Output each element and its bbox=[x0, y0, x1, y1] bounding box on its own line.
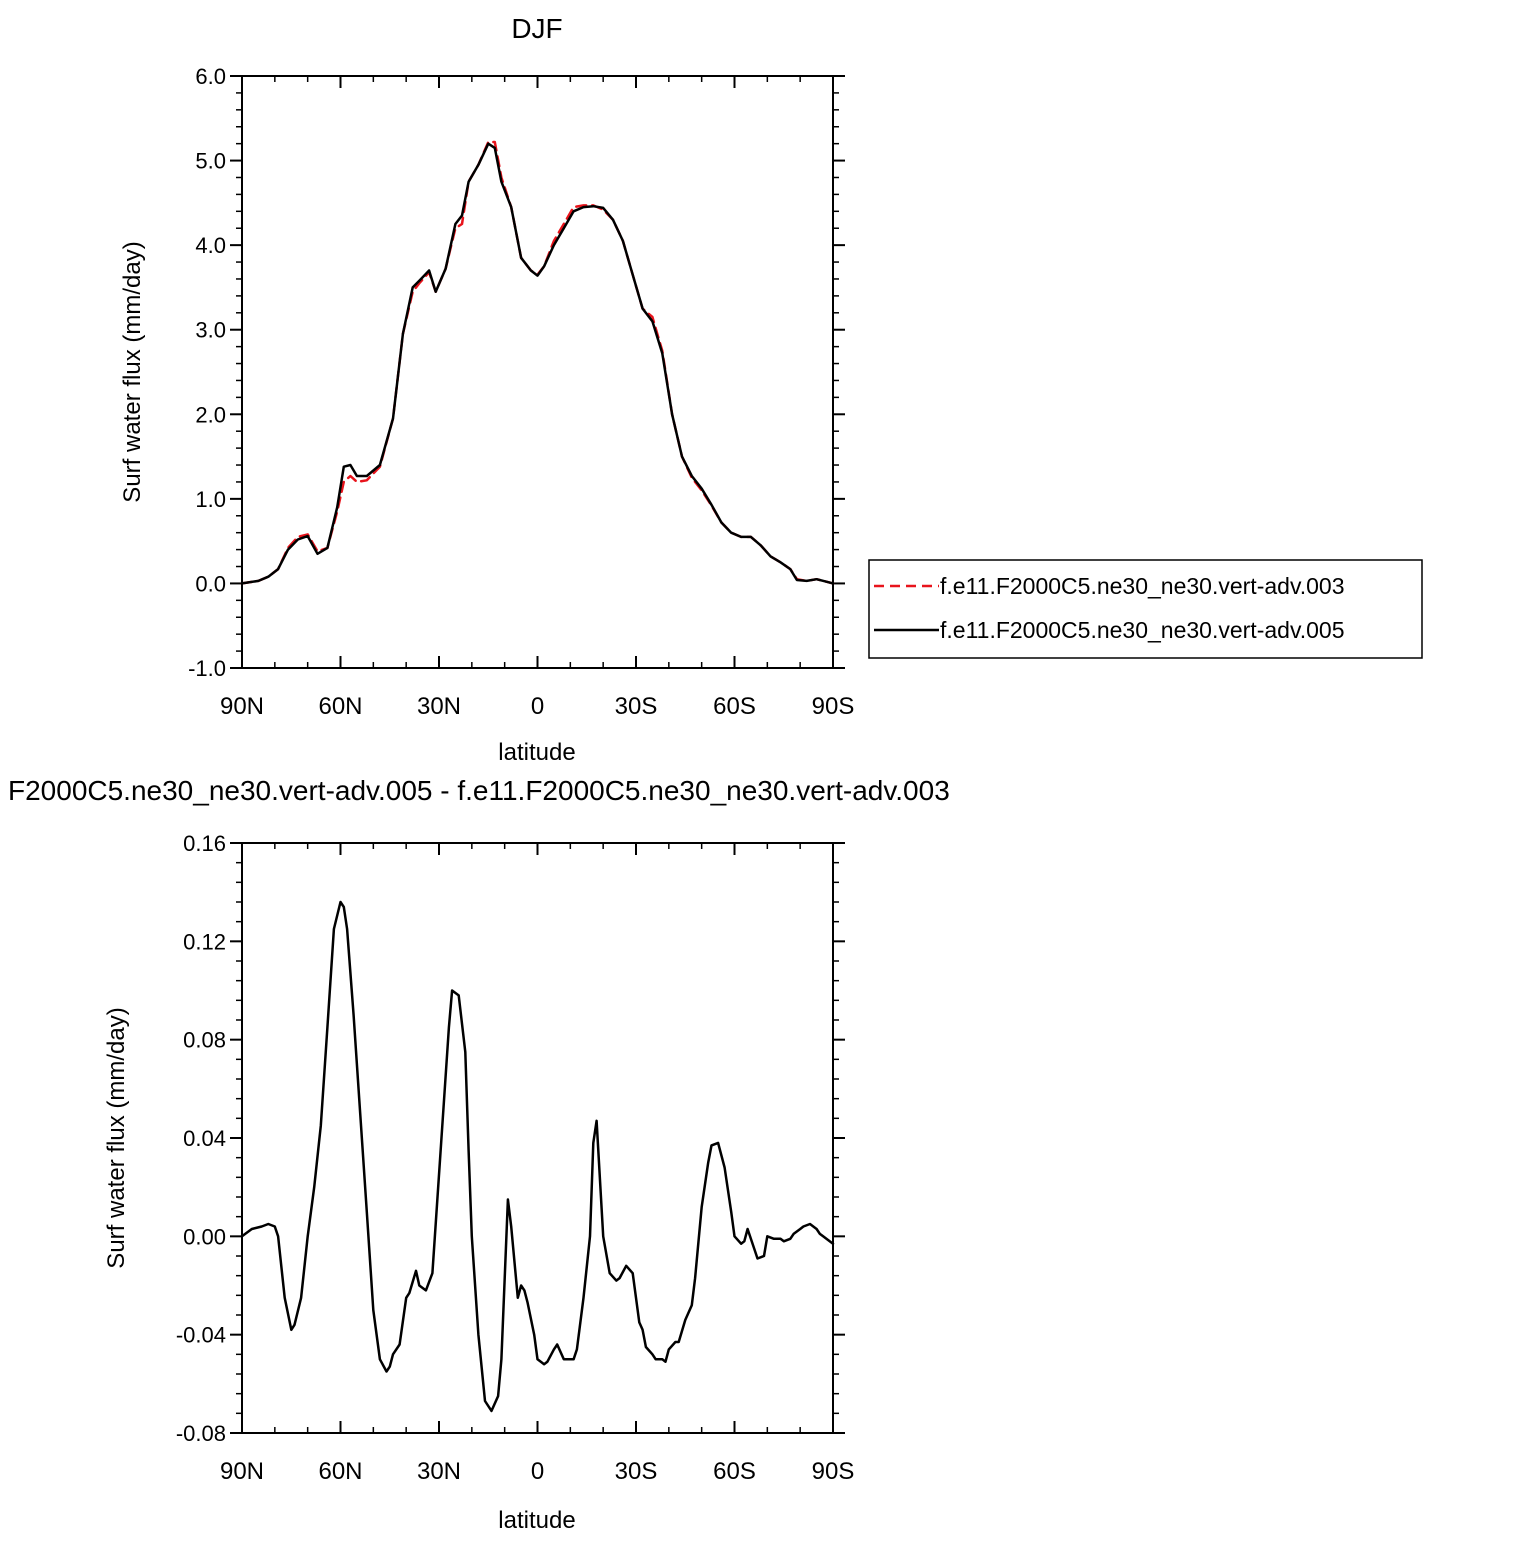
top-plot-frame bbox=[241, 75, 834, 669]
legend: f.e11.F2000C5.ne30_ne30.vert-adv.003 f.e… bbox=[868, 559, 1423, 659]
bottom-series-group bbox=[240, 900, 835, 1413]
y-tick-label: 0.16 bbox=[183, 831, 226, 856]
x-tick-label: 30S bbox=[615, 693, 658, 720]
y-tick-label: -0.04 bbox=[176, 1323, 226, 1348]
x-tick-label: 60S bbox=[713, 693, 756, 720]
x-tick-label: 30N bbox=[417, 1458, 461, 1485]
y-tick-label: 3.0 bbox=[195, 318, 226, 343]
top-chart-title: DJF bbox=[511, 13, 562, 44]
y-tick-label: 0.12 bbox=[183, 929, 226, 954]
legend-label-005: f.e11.F2000C5.ne30_ne30.vert-adv.005 bbox=[940, 617, 1345, 643]
x-tick-label: 90N bbox=[220, 1458, 264, 1485]
top-series-group bbox=[240, 140, 835, 585]
y-tick-label: 0.0 bbox=[195, 571, 226, 596]
y-tick-label: -1.0 bbox=[188, 656, 226, 681]
y-tick-label: 1.0 bbox=[195, 487, 226, 512]
y-tick-label: 0.08 bbox=[183, 1028, 226, 1053]
x-tick-label: 60N bbox=[318, 1458, 362, 1485]
legend-box bbox=[868, 559, 1423, 659]
y-tick-label: 0.04 bbox=[183, 1126, 226, 1151]
y-tick-label: 4.0 bbox=[195, 233, 226, 258]
x-tick-label: 30S bbox=[615, 1458, 658, 1485]
x-tick-label: 90S bbox=[812, 1458, 855, 1485]
y-tick-label: 5.0 bbox=[195, 149, 226, 174]
y-tick-label: 2.0 bbox=[195, 402, 226, 427]
x-tick-label: 60N bbox=[318, 693, 362, 720]
bottom-chart-title: F2000C5.ne30_ne30.vert-adv.005 - f.e11.F… bbox=[8, 775, 950, 806]
top-panel: DJF Surf water flux (mm/day) latitude 90… bbox=[119, 13, 854, 766]
x-tick-label: 0 bbox=[531, 693, 544, 720]
top-ticks: 90N 60N 30N 0 30S 60S 90S -1.0 0.0 1.0 2.0 3.0 4.0 5.… bbox=[188, 64, 854, 720]
top-y-axis-label: Surf water flux (mm/day) bbox=[119, 241, 146, 502]
bottom-panel: F2000C5.ne30_ne30.vert-adv.005 - f.e11.F… bbox=[8, 775, 950, 1534]
series-line-0-1 bbox=[240, 142, 835, 585]
bottom-ticks: 90N 60N 30N 0 30S 60S 90S -0.08 -0.04 0.00 0.04 0.0… bbox=[176, 831, 855, 1485]
x-tick-label: 60S bbox=[713, 1458, 756, 1485]
bottom-plot-frame bbox=[241, 842, 834, 1434]
y-tick-label: 6.0 bbox=[195, 64, 226, 89]
y-tick-label: -0.08 bbox=[176, 1421, 226, 1446]
top-x-axis-label: latitude bbox=[498, 739, 575, 766]
legend-label-003: f.e11.F2000C5.ne30_ne30.vert-adv.003 bbox=[940, 573, 1345, 599]
x-tick-label: 30N bbox=[417, 693, 461, 720]
bottom-y-axis-label: Surf water flux (mm/day) bbox=[103, 1007, 130, 1268]
x-tick-label: 90N bbox=[220, 693, 264, 720]
y-tick-label: 0.00 bbox=[183, 1224, 226, 1249]
x-tick-label: 0 bbox=[531, 1458, 544, 1485]
x-tick-label: 90S bbox=[812, 693, 855, 720]
series-line-1-0 bbox=[240, 900, 835, 1413]
series-line-0-0 bbox=[240, 140, 835, 585]
bottom-x-axis-label: latitude bbox=[498, 1507, 575, 1534]
